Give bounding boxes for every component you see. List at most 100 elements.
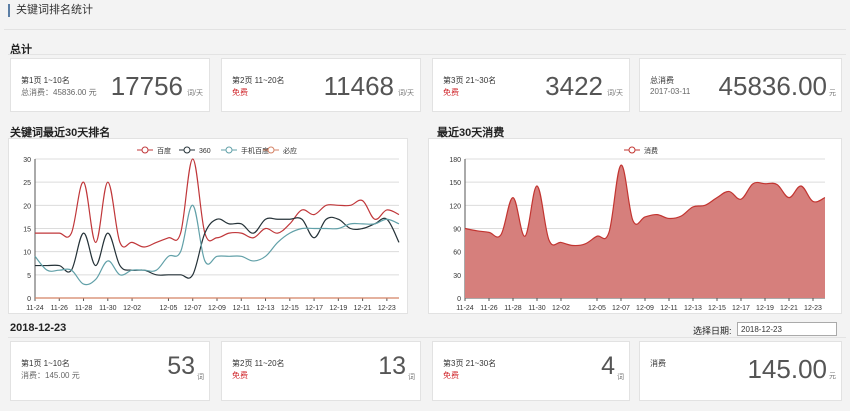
x-tick-label: 12-11	[660, 305, 677, 312]
x-tick-label: 12-05	[588, 305, 606, 312]
daily-card-3: 第3页 21~30名 免费 4 词	[432, 341, 630, 401]
page-title: 关键词排名统计	[8, 4, 93, 17]
x-tick-label: 12-21	[780, 305, 798, 312]
daily-section-title: 2018-12-23	[10, 322, 67, 334]
y-tick-label: 30	[453, 273, 461, 280]
legend-marker	[628, 146, 636, 154]
series-line-消费	[464, 164, 826, 247]
card-unit: 词/天	[607, 90, 623, 97]
y-tick-label: 60	[453, 250, 461, 257]
card-label: 第3页 21~30名	[443, 76, 497, 85]
spend-area-chart: 0 30 60 90 120 150 180 11-24 11-26 11-28 11-30 12-0…	[449, 146, 826, 312]
card-value: 4	[601, 352, 615, 380]
x-tick-label: 12-05	[160, 305, 178, 312]
card-label: 第2页 11~20名	[232, 359, 285, 368]
x-tick-label: 12-09	[208, 305, 226, 312]
header-divider	[4, 29, 846, 30]
x-tick-label: 11-30	[528, 305, 545, 312]
card-label: 第3页 21~30名	[443, 359, 497, 368]
spend-chart-panel: 0 30 60 90 120 150 180 11-24 11-26 11-28 11-30 12-0…	[428, 138, 842, 314]
x-tick-label: 12-19	[329, 305, 347, 312]
x-tick-label: 12-23	[378, 305, 396, 312]
card-label: 消费	[650, 359, 666, 368]
card-label: 总消费	[650, 76, 674, 85]
x-tick-label: 11-30	[99, 305, 116, 312]
card-value: 3422	[545, 71, 603, 101]
y-tick-label: 120	[449, 203, 461, 210]
summary-section-title: 总计	[10, 44, 32, 56]
card-sub-text: 2017-03-11	[650, 87, 691, 96]
x-tick-label: 11-24	[26, 305, 43, 312]
x-tick-label: 12-11	[233, 305, 250, 312]
card-value: 17756	[110, 71, 183, 101]
series-area-消费	[465, 165, 825, 298]
x-tick-label: 12-15	[281, 305, 299, 312]
y-tick-label: 10	[23, 250, 31, 257]
card-sub-text: 免费	[232, 371, 248, 380]
y-tick-label: 25	[23, 180, 31, 187]
x-tick-label: 12-17	[305, 305, 323, 312]
legend-label: 必应	[283, 146, 297, 155]
x-tick-label: 12-19	[756, 305, 774, 312]
legend-marker	[183, 146, 191, 154]
date-select-input[interactable]	[737, 322, 837, 336]
y-tick-label: 180	[449, 157, 461, 164]
legend-label: 手机百度	[241, 146, 269, 155]
card-label: 第1页 1~10名	[21, 359, 70, 368]
rank-chart-title: 关键词最近30天排名	[10, 127, 111, 139]
rank-line-chart: 0 5 10 15 20 25 30 11-24 11-26 11-28 11-30 12-02 12-…	[23, 146, 400, 312]
spend-chart-title: 最近30天消费	[437, 127, 505, 139]
series-line-360	[35, 216, 400, 279]
card-value: 11468	[323, 71, 394, 101]
card-sub-text: 免费	[232, 88, 248, 97]
card-value: 13	[378, 352, 406, 380]
x-tick-label: 12-02	[123, 305, 141, 312]
card-label: 第1页 1~10名	[21, 76, 70, 85]
x-tick-label: 12-02	[552, 305, 570, 312]
x-tick-label: 12-23	[804, 305, 822, 312]
y-tick-label: 30	[23, 157, 31, 164]
daily-card-2: 第2页 11~20名 免费 13 词	[221, 341, 421, 401]
x-tick-label: 12-13	[684, 305, 702, 312]
legend-marker	[225, 146, 233, 154]
summary-divider	[8, 54, 846, 55]
legend-marker	[141, 146, 149, 154]
card-unit: 词/天	[398, 90, 414, 97]
card-value: 45836.00	[718, 71, 827, 101]
x-tick-label: 11-28	[75, 305, 92, 312]
card-sub-text: 总消费：45836.00 元	[21, 88, 97, 97]
daily-divider	[8, 337, 846, 338]
daily-card-4: 消费 145.00 元	[639, 341, 842, 401]
y-tick-label: 0	[457, 296, 461, 303]
x-tick-label: 11-26	[51, 305, 68, 312]
x-tick-label: 12-09	[636, 305, 654, 312]
legend-label: 360	[199, 148, 211, 155]
y-tick-label: 90	[453, 227, 461, 234]
y-tick-label: 150	[449, 180, 461, 187]
x-tick-label: 12-15	[708, 305, 726, 312]
date-select-label: 选择日期:	[693, 326, 732, 336]
card-unit: 元	[829, 373, 836, 380]
rank-chart-panel: 0 5 10 15 20 25 30 11-24 11-26 11-28 11-30 12-02 12-…	[8, 138, 408, 314]
card-unit: 元	[829, 90, 836, 97]
card-sub-text: 免费	[443, 371, 459, 380]
card-sub-text: 免费	[443, 88, 459, 97]
x-tick-label: 11-26	[480, 305, 497, 312]
summary-card-4: 总消费 2017-03-11 45836.00 元	[639, 58, 842, 112]
card-label: 第2页 11~20名	[232, 76, 285, 85]
x-tick-label: 12-17	[732, 305, 750, 312]
card-unit: 词	[197, 374, 204, 381]
summary-card-1: 第1页 1~10名 总消费：45836.00 元 17756 词/天	[10, 58, 210, 112]
series-line-手机百度	[34, 204, 400, 286]
y-tick-label: 15	[23, 227, 31, 234]
series-line-百度	[35, 158, 400, 248]
card-sub-text: 消费：145.00 元	[21, 371, 80, 380]
card-value: 145.00	[747, 354, 827, 384]
legend-label: 百度	[157, 146, 171, 155]
x-tick-label: 12-13	[257, 305, 275, 312]
card-value: 53	[167, 352, 195, 380]
legend-label: 消费	[644, 146, 658, 155]
x-tick-label: 11-24	[456, 305, 473, 312]
y-tick-label: 20	[23, 203, 31, 210]
summary-card-2: 第2页 11~20名 免费 11468 词/天	[221, 58, 421, 112]
